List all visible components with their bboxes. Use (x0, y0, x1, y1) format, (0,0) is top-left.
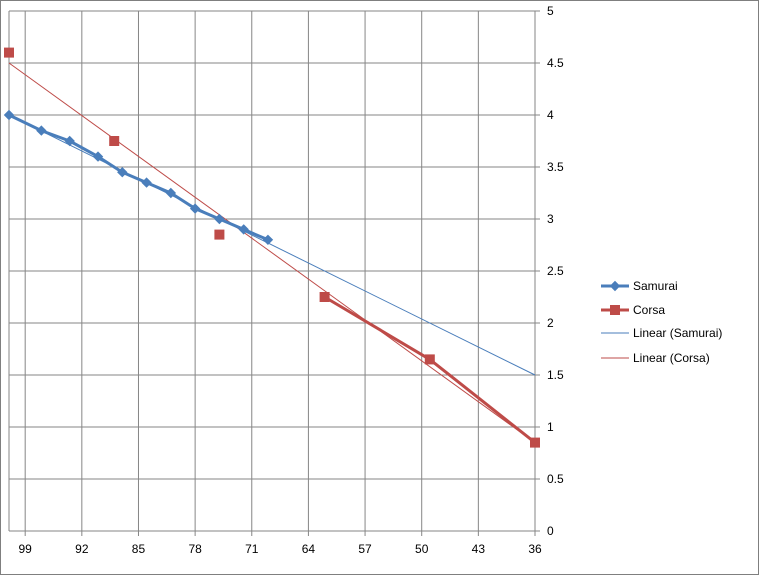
x-tick-label: 64 (302, 542, 316, 556)
data-point (214, 213, 225, 225)
y-tick-label: 0 (547, 524, 554, 538)
x-tick-label: 36 (528, 542, 542, 556)
data-point (530, 437, 540, 448)
data-point (319, 292, 330, 302)
series-line (323, 295, 536, 444)
legend-label: Linear (Corsa) (633, 351, 710, 365)
data-point (92, 151, 104, 162)
x-tick-label: 71 (245, 542, 259, 556)
data-point (262, 234, 274, 246)
x-tick-label: 92 (75, 542, 89, 556)
y-tick-label: 4 (547, 108, 554, 122)
legend-label: Linear (Samurai) (633, 326, 722, 340)
data-point (424, 354, 435, 365)
gridlines (8, 10, 536, 532)
y-tick-label: 5 (547, 4, 554, 18)
x-tick-label: 50 (415, 542, 429, 556)
legend-label: Corsa (633, 303, 665, 317)
data-point (165, 187, 177, 199)
y-tick-label: 1.5 (547, 368, 564, 382)
data-point (3, 109, 15, 121)
y-tick-label: 4.5 (547, 56, 564, 70)
y-tick-label: 3.5 (547, 160, 564, 174)
y-tick-label: 3 (547, 212, 554, 226)
y-tick-label: 2.5 (547, 264, 564, 278)
data-point (109, 136, 120, 146)
data-point (64, 135, 75, 147)
data-point (214, 229, 225, 240)
legend-swatch-marker (609, 280, 621, 292)
x-tick-label: 78 (188, 542, 202, 556)
legend-swatch-marker (610, 305, 620, 315)
x-tick-label: 57 (358, 542, 372, 556)
data-point (238, 224, 249, 235)
x-tick-label: 43 (472, 542, 486, 556)
trendline (8, 114, 536, 376)
y-tick-label: 1 (547, 420, 554, 434)
y-tick-label: 2 (547, 316, 554, 330)
data-point (189, 203, 201, 214)
data-point (4, 47, 14, 58)
data-point (117, 166, 128, 178)
legend-label: Samurai (633, 279, 678, 293)
trendline (8, 62, 536, 444)
x-tick-label: 85 (132, 542, 146, 556)
legend: Samurai Corsa Linear (Samurai) Linear (Cors… (601, 279, 722, 365)
y-tick-label: 0.5 (547, 472, 564, 486)
data-point (36, 125, 47, 136)
x-tick-label: 99 (19, 542, 33, 556)
data-point (141, 177, 152, 188)
